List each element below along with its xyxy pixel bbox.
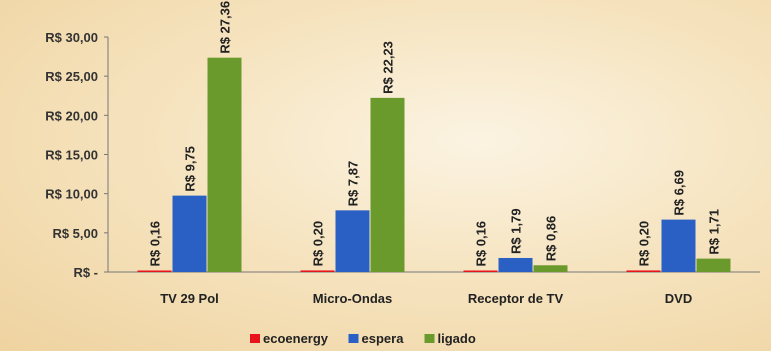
data-label: R$ 0,20 xyxy=(311,221,326,267)
y-tick-label: R$ 10,00 xyxy=(45,187,98,202)
bar-espera xyxy=(661,219,696,272)
y-tick-label: R$ 20,00 xyxy=(45,108,98,123)
bar-ligado xyxy=(533,265,568,272)
x-category-label: TV 29 Pol xyxy=(160,291,219,306)
legend-swatch-espera xyxy=(348,334,359,343)
data-label: R$ 7,87 xyxy=(346,161,361,207)
data-label: R$ 1,71 xyxy=(707,209,722,255)
y-tick-label: R$ 30,00 xyxy=(45,30,98,45)
y-tick-label: R$ - xyxy=(73,265,98,280)
bar-espera xyxy=(498,257,533,272)
bar-espera xyxy=(335,210,370,272)
x-category-label: DVD xyxy=(665,291,692,306)
data-label: R$ 0,16 xyxy=(148,221,163,267)
bar-ecoenergy xyxy=(300,270,335,272)
bar-ecoenergy xyxy=(137,270,172,272)
data-label: R$ 0,86 xyxy=(544,216,559,262)
legend-swatch-ligado xyxy=(424,334,435,343)
data-label: R$ 9,75 xyxy=(183,146,198,192)
data-label: R$ 27,36 xyxy=(218,1,233,54)
bar-ligado xyxy=(207,57,242,273)
x-category-label: Micro-Ondas xyxy=(313,291,392,306)
bar-espera xyxy=(172,195,207,272)
x-category-label: Receptor de TV xyxy=(468,291,564,306)
y-tick-label: R$ 25,00 xyxy=(45,69,98,84)
legend-label-espera: espera xyxy=(362,331,405,346)
bar-ligado xyxy=(696,258,731,272)
data-label: R$ 0,16 xyxy=(474,221,489,267)
y-tick-label: R$ 5,00 xyxy=(52,226,98,241)
bar-ligado xyxy=(370,97,405,273)
legend-label-ligado: ligado xyxy=(438,331,476,346)
bar-ecoenergy xyxy=(626,270,661,272)
data-label: R$ 6,69 xyxy=(672,170,687,216)
data-label: R$ 1,79 xyxy=(509,208,524,254)
legend-label-ecoenergy: ecoenergy xyxy=(263,331,329,346)
bar-ecoenergy xyxy=(463,270,498,272)
data-label: R$ 0,20 xyxy=(637,221,652,267)
legend-swatch-ecoenergy xyxy=(250,334,260,343)
y-tick-label: R$ 15,00 xyxy=(45,148,98,163)
data-label: R$ 22,23 xyxy=(381,41,396,94)
